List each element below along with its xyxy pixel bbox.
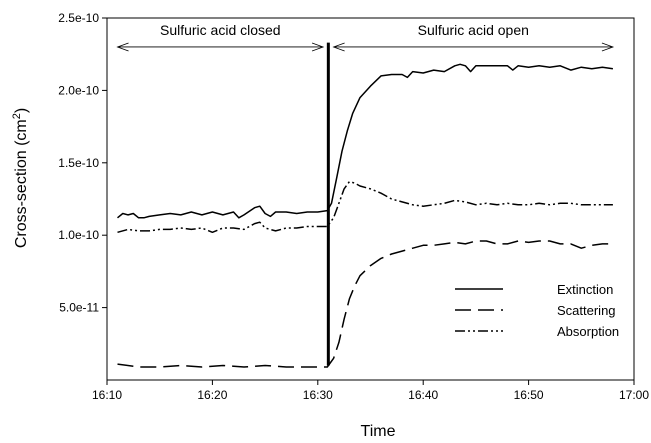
y-axis-title-sup: 2 [11, 113, 23, 119]
x-tick-label: 16:30 [303, 388, 333, 402]
y-axis-title-main: Cross-section (cm [13, 119, 30, 248]
series-absorption-line [117, 180, 613, 234]
y-axis-title: Cross-section (cm2) [11, 108, 30, 248]
legend-label-absorption: Absorption [557, 324, 619, 339]
y-tick-label: 1.5e-10 [58, 156, 99, 170]
legend: Extinction Scattering Absorption [455, 282, 619, 339]
x-tick-label: 16:40 [408, 388, 438, 402]
annotation-arrow-head-left [116, 42, 129, 52]
x-tick-label: 16:10 [92, 388, 122, 402]
y-tick-label: 5.0e-11 [59, 301, 99, 315]
y-axis-title-close: ) [13, 108, 30, 113]
plot-frame [106, 17, 635, 381]
legend-label-scattering: Scattering [557, 303, 616, 318]
y-tick-label: 2.5e-10 [58, 11, 99, 25]
series-scattering-line [117, 240, 613, 368]
series-layer [117, 42, 614, 368]
x-axis-title: Time [361, 423, 396, 440]
legend-label-extinction: Extinction [557, 282, 613, 297]
annotation-arrow-head-right [601, 42, 615, 52]
series-extinction-line [117, 63, 614, 219]
y-tick-label: 1.0e-10 [58, 228, 99, 242]
y-tick-label: 2.0e-10 [58, 83, 99, 97]
x-tick-label: 17:00 [619, 388, 649, 402]
axes: 16:10 16:20 16:30 16:40 16:50 17:00 5.0e-11 1.0… [58, 11, 649, 402]
x-tick-label: 16:20 [197, 388, 227, 402]
annotation-label: Sulfuric acid open [418, 22, 529, 38]
annotation-arrow-head-left [332, 42, 345, 52]
annotations: Sulfuric acid closed Sulfuric acid open [116, 22, 615, 52]
annotation-label: Sulfuric acid closed [160, 22, 281, 38]
x-tick-label: 16:50 [514, 388, 544, 402]
annotation-arrow-head-right [311, 42, 325, 52]
